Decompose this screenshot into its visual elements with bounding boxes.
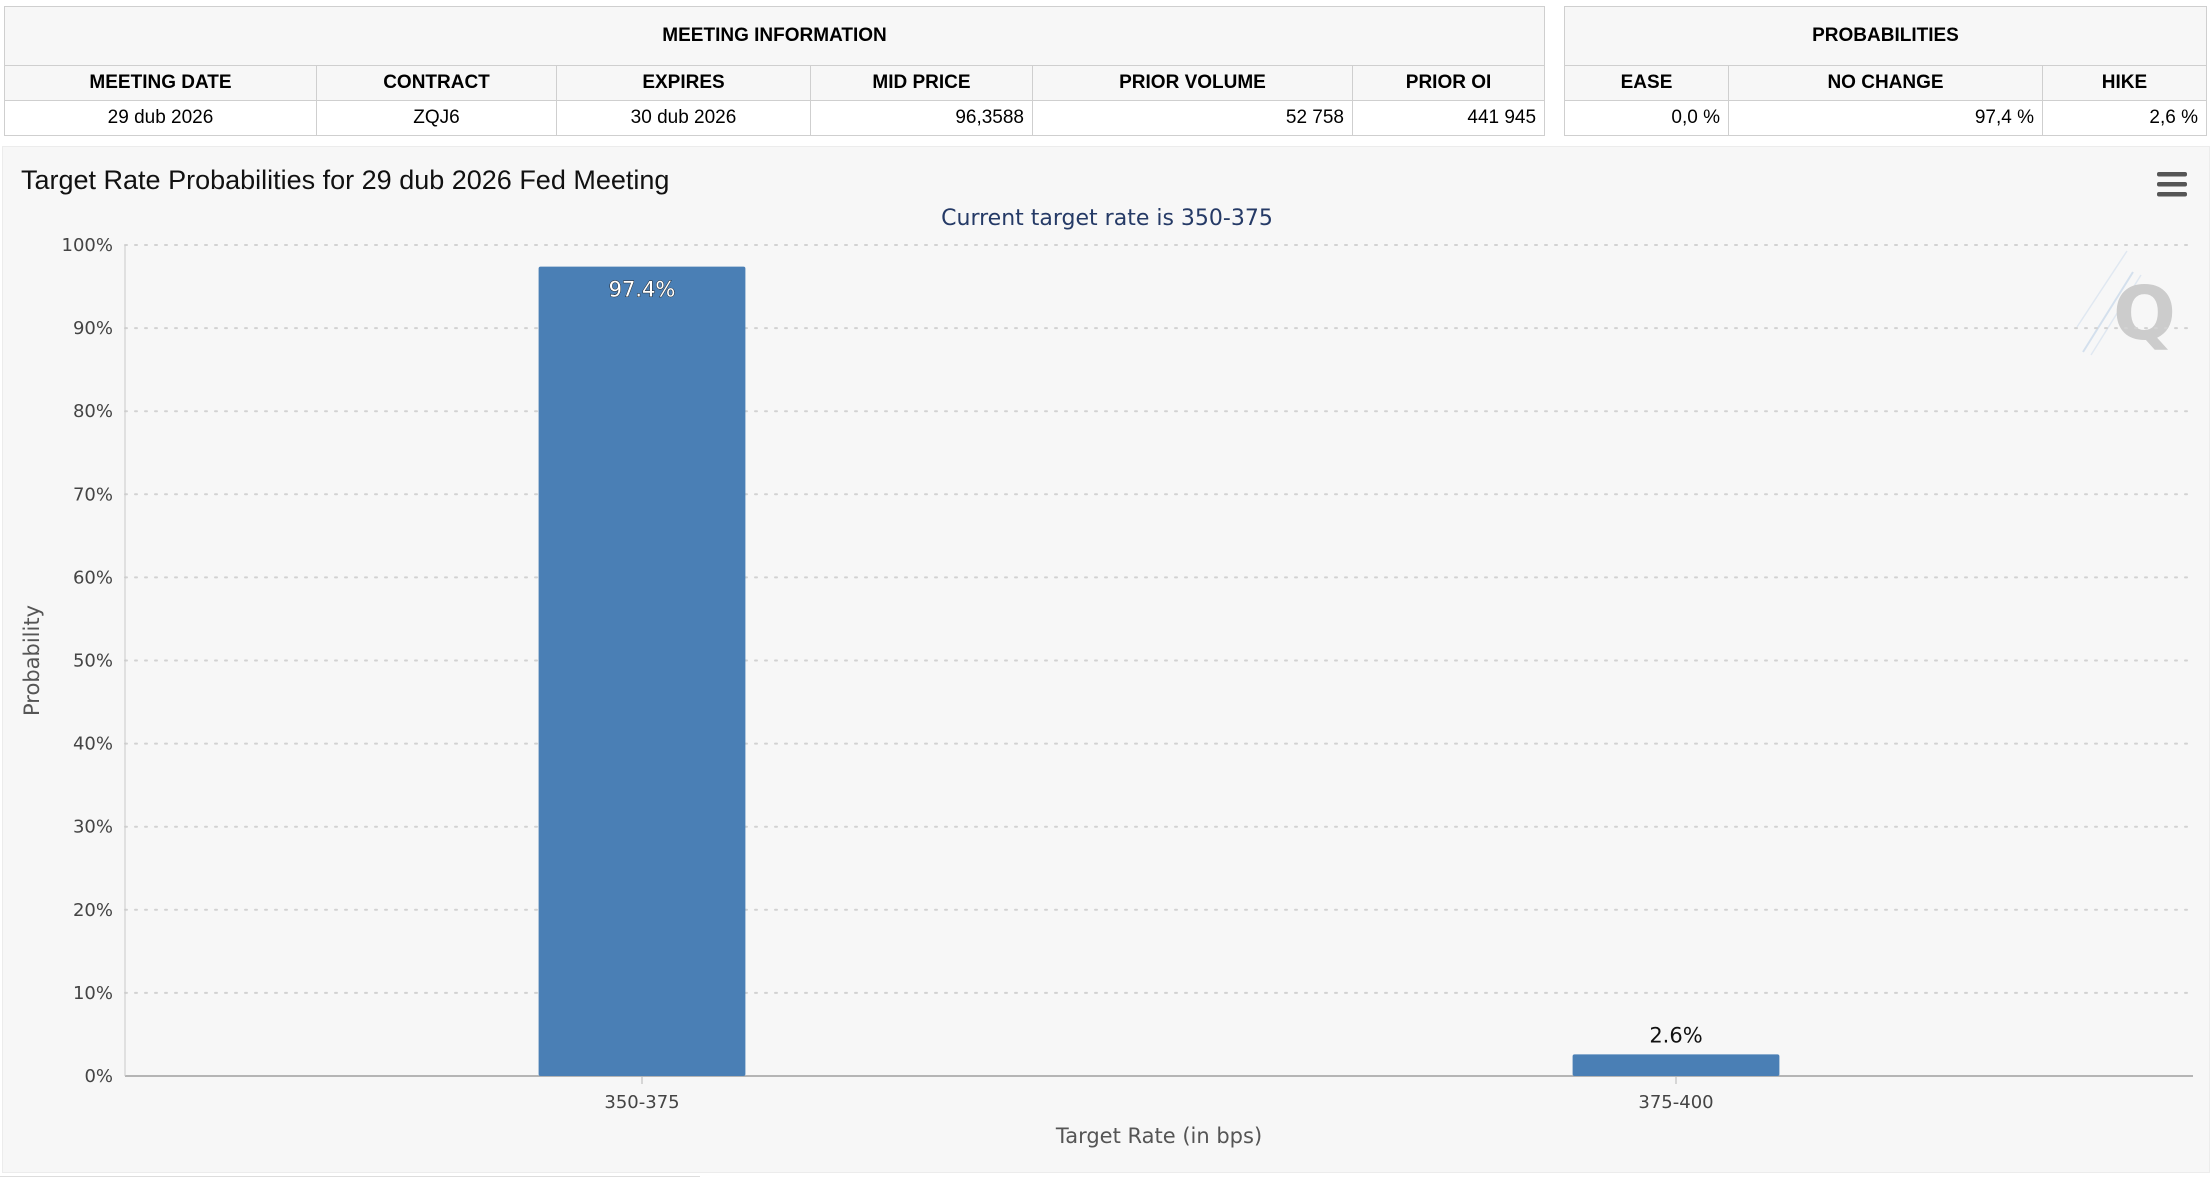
probabilities-header: PROBABILITIES (1564, 6, 2207, 66)
chart-subtitle: Current target rate is 350-375 (941, 206, 1273, 231)
col-no-change: NO CHANGE (1728, 65, 2043, 101)
divider (0, 1176, 700, 1177)
chart-title: Target Rate Probabilities for 29 dub 202… (21, 165, 669, 195)
meeting-information-header: MEETING INFORMATION (3, 6, 1546, 66)
y-tick-label: 60% (73, 567, 113, 588)
col-contract: CONTRACT (316, 65, 557, 101)
prior-volume-value: 52 758 (1032, 100, 1353, 136)
y-tick-label: 50% (73, 651, 113, 672)
y-axis-title: Probability (20, 605, 44, 716)
table-row: 29 dub 2026 ZQJ6 30 dub 2026 96,3588 52 … (4, 100, 1546, 136)
y-tick-label: 40% (73, 734, 113, 755)
y-tick-label: 20% (73, 900, 113, 921)
bottom-strip (0, 1173, 2212, 1180)
target-rate-chart: Target Rate Probabilities for 29 dub 202… (20, 165, 2194, 1148)
y-axis-ticks: 0% 10% 20% 30% 40% 50% 60% 70% 80% 90% 100% (62, 235, 113, 1087)
x-axis-ticks: 350-375 375-400 (604, 1076, 1714, 1113)
data-label: 2.6% (1649, 1023, 1702, 1047)
data-label: 97.4% (609, 278, 676, 302)
bar[interactable] (1572, 1054, 1780, 1076)
hike-value: 2,6 % (2042, 100, 2207, 136)
meeting-information-table: MEETING INFORMATION MEETING DATE CONTRAC… (3, 6, 1546, 136)
y-tick-label: 0% (84, 1066, 113, 1087)
y-tick-label: 80% (73, 401, 113, 422)
col-expires: EXPIRES (556, 65, 811, 101)
expires-value: 30 dub 2026 (556, 100, 811, 136)
table-row: 0,0 % 97,4 % 2,6 % (1564, 100, 2207, 136)
mid-price-value: 96,3588 (810, 100, 1033, 136)
y-tick-label: 70% (73, 484, 113, 505)
q-logo-watermark: Q (2076, 250, 2176, 357)
prior-oi-value: 441 945 (1351, 100, 1546, 136)
y-tick-label: 90% (73, 318, 113, 339)
meeting-date-value: 29 dub 2026 (4, 100, 317, 136)
grid-lines (124, 244, 2194, 994)
y-tick-label: 100% (62, 235, 113, 256)
col-meeting-date: MEETING DATE (4, 65, 317, 101)
hamburger-icon[interactable] (2157, 172, 2187, 198)
bars: 97.4% 2.6% (538, 266, 1780, 1076)
bar[interactable] (538, 266, 746, 1076)
x-tick-label: 375-400 (1638, 1092, 1713, 1113)
svg-text:Q: Q (2113, 271, 2176, 357)
col-prior-volume: PRIOR VOLUME (1032, 65, 1353, 101)
chart-panel: Target Rate Probabilities for 29 dub 202… (2, 146, 2210, 1173)
ease-value: 0,0 % (1564, 100, 1729, 136)
x-tick-label: 350-375 (604, 1092, 679, 1113)
probabilities-table: PROBABILITIES EASE NO CHANGE HIKE 0,0 % … (1564, 6, 2207, 136)
col-hike: HIKE (2042, 65, 2207, 101)
y-tick-label: 10% (73, 983, 113, 1004)
contract-value: ZQJ6 (316, 100, 557, 136)
col-mid-price: MID PRICE (810, 65, 1033, 101)
col-ease: EASE (1564, 65, 1729, 101)
col-prior-oi: PRIOR OI (1351, 65, 1546, 101)
x-axis-title: Target Rate (in bps) (1055, 1124, 1262, 1148)
y-tick-label: 30% (73, 817, 113, 838)
no-change-value: 97,4 % (1728, 100, 2043, 136)
